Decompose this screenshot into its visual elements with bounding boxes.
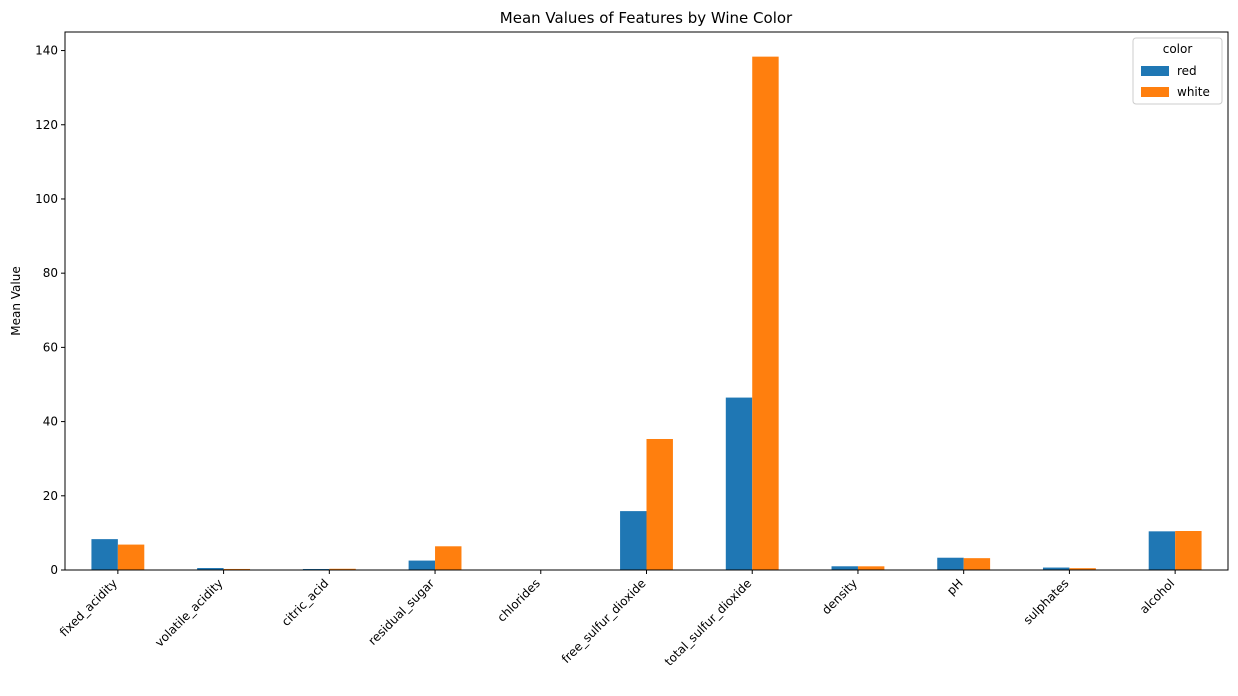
- y-axis: 0 20 40 60 80 100 120 140: [35, 44, 65, 577]
- bar-white-residual_sugar: [435, 546, 462, 570]
- bar-red-volatile_acidity: [197, 568, 224, 570]
- y-axis-label: Mean Value: [9, 266, 23, 335]
- bar-white-fixed_acidity: [117, 544, 145, 570]
- bar-red-total_sulfur_dioxide: [725, 397, 753, 570]
- y-tick-label: 80: [43, 266, 58, 280]
- chart-title: Mean Values of Features by Wine Color: [500, 9, 793, 27]
- y-tick-label: 100: [35, 192, 58, 206]
- bar-red-alcohol: [1148, 531, 1176, 570]
- bar-red-free_sulfur_dioxide: [620, 511, 647, 570]
- x-tick-label: sulphates: [1021, 576, 1072, 627]
- bar-red-residual_sugar: [408, 560, 436, 570]
- plot-area: [91, 56, 1202, 570]
- y-tick-label: 140: [35, 44, 58, 58]
- x-tick-label: density: [819, 576, 860, 617]
- bar-white-sulphates: [1069, 568, 1096, 570]
- x-tick-label: residual_sugar: [366, 576, 438, 648]
- x-tick-label: chlorides: [495, 576, 543, 624]
- bar-white-alcohol: [1175, 531, 1202, 570]
- y-tick-label: 20: [43, 489, 58, 503]
- legend-entry-white: white: [1177, 85, 1210, 99]
- bar-red-density: [831, 566, 858, 570]
- bar-red-sulphates: [1042, 567, 1070, 570]
- x-tick-label: fixed_acidity: [57, 576, 120, 639]
- bar-red-fixed_acidity: [91, 539, 118, 570]
- x-axis: fixed_acidity volatile_acidity citric_acid…: [57, 570, 1177, 669]
- x-tick-label: total_sulfur_dioxide: [662, 576, 754, 668]
- bar-white-volatile_acidity: [223, 568, 251, 570]
- x-tick-label: volatile_acidity: [152, 576, 225, 649]
- bar-white-pH: [963, 558, 991, 570]
- legend-title: color: [1163, 42, 1193, 56]
- y-tick-label: 40: [43, 415, 58, 429]
- x-tick-label: pH: [944, 576, 966, 598]
- bar-red-citric_acid: [302, 568, 330, 570]
- x-tick-label: alcohol: [1137, 576, 1177, 616]
- y-tick-label: 120: [35, 118, 58, 132]
- legend-swatch-white: [1141, 87, 1169, 97]
- bar-white-density: [857, 566, 885, 570]
- x-tick-label: free_sulfur_dioxide: [559, 576, 649, 666]
- legend: color red white: [1132, 37, 1223, 105]
- y-tick-label: 60: [43, 340, 58, 354]
- bar-white-free_sulfur_dioxide: [646, 438, 673, 570]
- x-tick-label: citric_acid: [279, 576, 332, 629]
- legend-entry-red: red: [1177, 64, 1197, 78]
- legend-swatch-red: [1141, 66, 1169, 76]
- bar-white-total_sulfur_dioxide: [752, 56, 779, 570]
- y-tick-label: 0: [50, 563, 58, 577]
- bar-red-pH: [937, 557, 964, 570]
- bar-white-citric_acid: [329, 568, 356, 570]
